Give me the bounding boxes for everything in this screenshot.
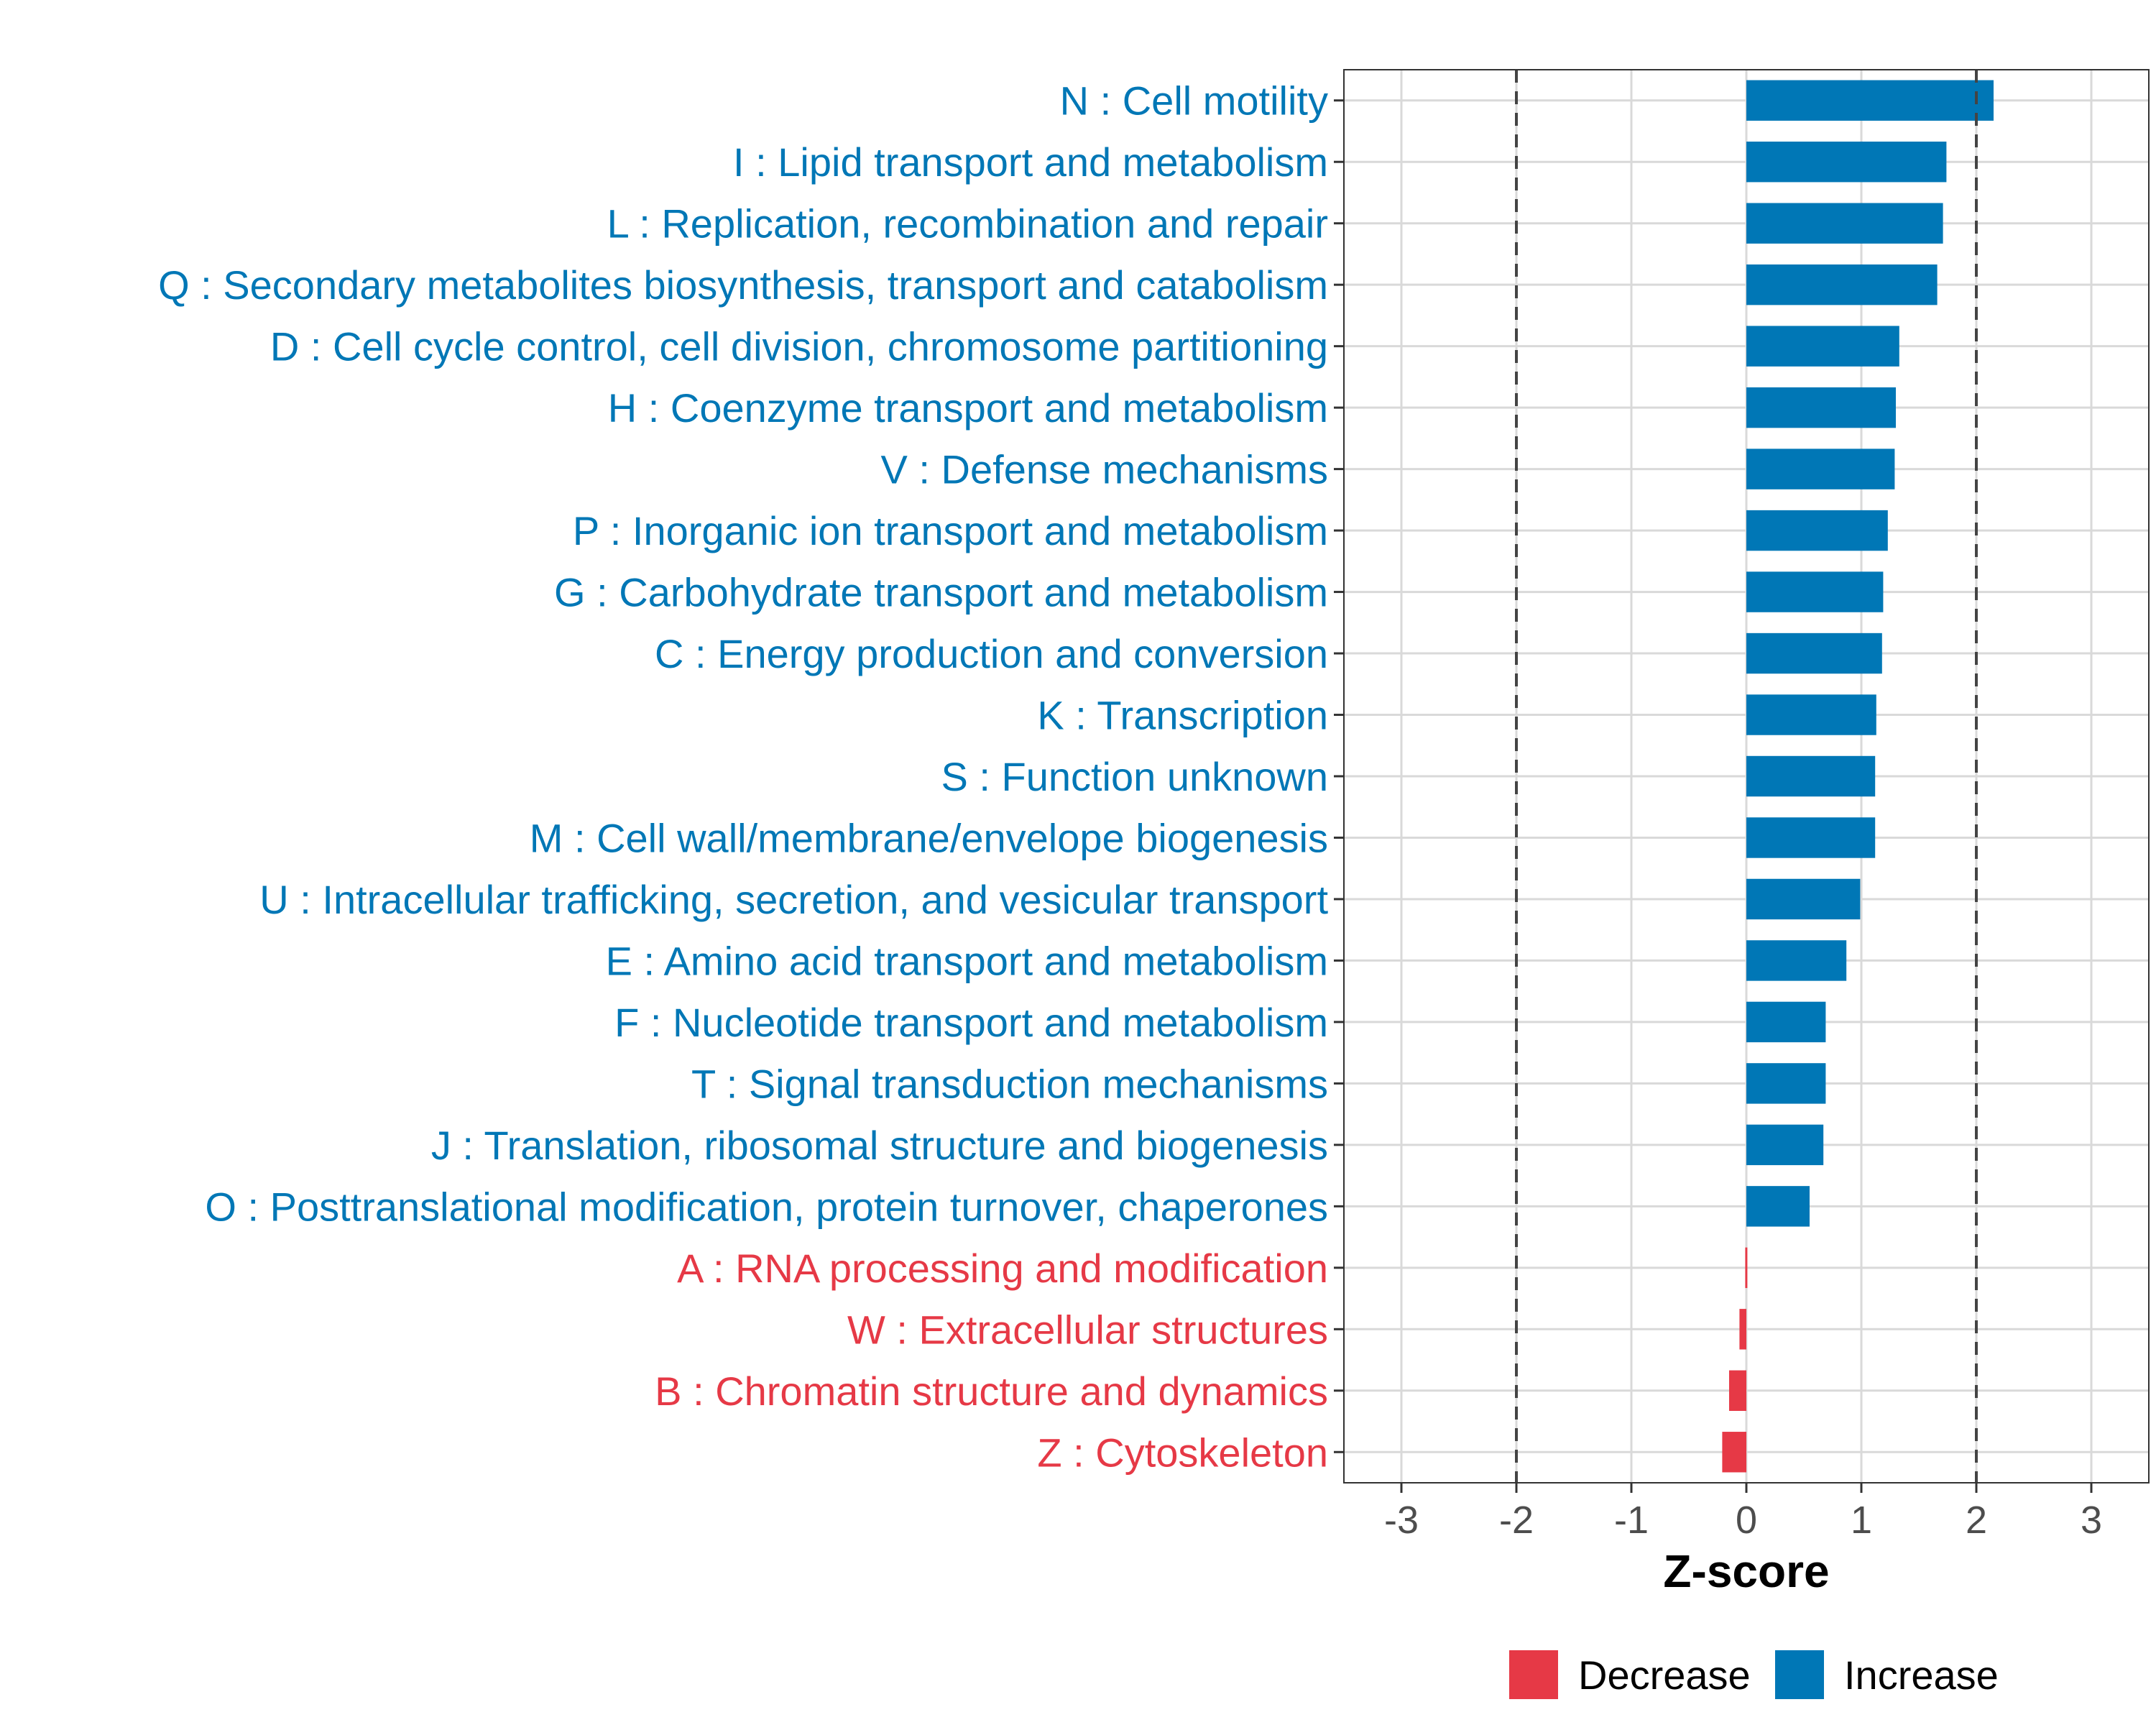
bar — [1746, 387, 1896, 428]
category-label: B : Chromatin structure and dynamics — [655, 1368, 1328, 1414]
bar — [1746, 203, 1943, 244]
category-label: C : Energy production and conversion — [655, 631, 1328, 676]
bar — [1746, 817, 1876, 858]
x-tick-label: -3 — [1384, 1499, 1419, 1542]
category-label: W : Extracellular structures — [847, 1307, 1328, 1352]
y-axis: N : Cell motility I : Lipid transport and… — [158, 78, 1344, 1475]
category-label: E : Amino acid transport and metabolism — [606, 938, 1328, 983]
bar — [1746, 632, 1882, 674]
category-label: U : Intracellular trafficking, secretion… — [259, 877, 1328, 922]
bar — [1746, 755, 1876, 797]
legend: Decrease Increase — [1509, 1650, 1999, 1699]
category-label: Q : Secondary metabolites biosynthesis, … — [158, 262, 1328, 308]
bar — [1746, 80, 1994, 121]
bar — [1746, 878, 1861, 920]
legend-key — [1509, 1650, 1558, 1699]
bar — [1746, 142, 1947, 183]
category-label: V : Defense mechanisms — [881, 447, 1328, 492]
category-label: A : RNA processing and modification — [677, 1246, 1328, 1291]
bar — [1746, 264, 1938, 305]
bar — [1746, 448, 1895, 489]
bar — [1746, 1063, 1826, 1104]
x-tick-label: 3 — [2081, 1499, 2102, 1542]
x-tick-label: -2 — [1499, 1499, 1534, 1542]
bar — [1739, 1309, 1746, 1350]
category-label: M : Cell wall/membrane/envelope biogenes… — [530, 815, 1328, 860]
bar — [1729, 1370, 1746, 1411]
category-label: P : Inorganic ion transport and metaboli… — [573, 508, 1328, 553]
x-tick-label: -1 — [1614, 1499, 1649, 1542]
category-label: D : Cell cycle control, cell division, c… — [270, 324, 1328, 369]
category-label: O : Posttranslational modification, prot… — [205, 1184, 1328, 1229]
x-axis-title: Z-score — [1663, 1545, 1829, 1597]
x-tick-label: 2 — [1966, 1499, 1987, 1542]
category-label: G : Carbohydrate transport and metabolis… — [554, 570, 1328, 615]
bar — [1746, 940, 1847, 981]
bar — [1746, 694, 1876, 735]
category-label: T : Signal transduction mechanisms — [691, 1061, 1328, 1106]
category-label: L : Replication, recombination and repai… — [607, 201, 1328, 247]
category-label: S : Function unknown — [941, 754, 1328, 799]
category-label: N : Cell motility — [1060, 78, 1328, 124]
bar — [1746, 1124, 1824, 1166]
legend-label: Decrease — [1578, 1652, 1751, 1698]
legend-label: Increase — [1844, 1652, 1999, 1698]
x-tick-label: 1 — [1851, 1499, 1872, 1542]
legend-key — [1775, 1650, 1824, 1699]
bar — [1746, 510, 1888, 551]
bar — [1722, 1432, 1746, 1473]
x-tick-label: 0 — [1736, 1499, 1757, 1542]
bar — [1745, 1247, 1748, 1289]
category-label: J : Translation, ribosomal structure and… — [431, 1123, 1328, 1168]
bar — [1746, 1001, 1826, 1043]
category-label: I : Lipid transport and metabolism — [733, 139, 1328, 185]
bar — [1746, 571, 1884, 612]
category-label: F : Nucleotide transport and metabolism — [614, 1000, 1328, 1045]
bar — [1746, 1186, 1810, 1227]
bar — [1746, 326, 1899, 367]
bars — [1722, 80, 1994, 1473]
x-axis: -3 -2 -1 0 1 2 3 — [1384, 1483, 2102, 1542]
category-label: K : Transcription — [1037, 693, 1328, 738]
category-label: Z : Cytoskeleton — [1037, 1430, 1328, 1475]
category-label: H : Coenzyme transport and metabolism — [608, 385, 1328, 431]
